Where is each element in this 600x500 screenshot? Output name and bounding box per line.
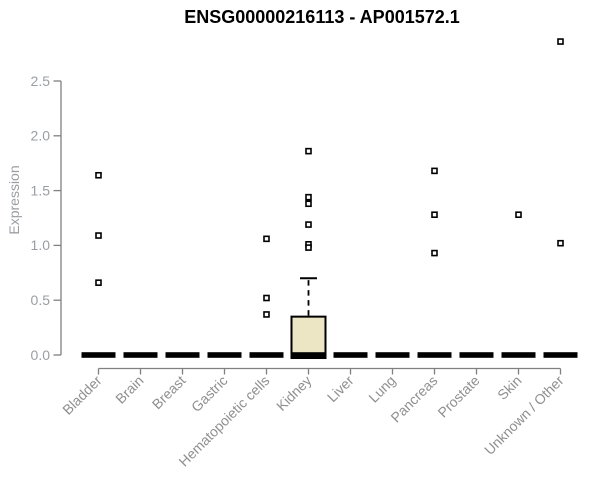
median-bar (165, 352, 200, 358)
median-bar (459, 352, 494, 358)
chart-title: ENSG00000216113 - AP001572.1 (184, 7, 460, 27)
outlier-point (305, 193, 312, 201)
y-tick-label: 0.0 (31, 347, 51, 363)
outlier-point (431, 249, 438, 257)
outlier-point (263, 235, 270, 243)
median-bar (249, 352, 284, 358)
outlier-point (305, 147, 312, 155)
x-category-label: Lung (365, 372, 398, 405)
x-category-label: Pancreas (387, 372, 440, 425)
median-bar (291, 352, 326, 358)
x-category-label: Unknown / Other (481, 372, 567, 458)
median-bar (501, 352, 536, 358)
y-tick-label: 2.0 (31, 128, 51, 144)
outlier-point (557, 38, 564, 45)
outlier-point (515, 211, 522, 219)
outlier-point (557, 239, 564, 247)
box-iqr (290, 315, 327, 360)
x-category-label: Bladder (59, 372, 105, 418)
median-bar (207, 352, 242, 358)
median-bar (333, 352, 368, 358)
outlier-point (95, 171, 102, 179)
x-category-label: Prostate (434, 372, 482, 420)
median-bar (375, 352, 410, 358)
outlier-point (263, 294, 270, 302)
y-tick-label: 1.0 (31, 237, 51, 253)
y-tick-label: 1.5 (31, 182, 51, 198)
outlier-point (305, 221, 312, 228)
median-bar (123, 352, 158, 358)
outlier-point (431, 211, 438, 219)
outlier-point-layer (95, 38, 564, 318)
x-category-label: Kidney (273, 372, 315, 414)
outlier-point (305, 244, 312, 251)
outlier-point (263, 311, 270, 318)
outlier-point (431, 167, 438, 175)
outlier-point (95, 279, 102, 286)
x-category-label: Brain (112, 372, 146, 406)
y-tick-label: 0.5 (31, 292, 51, 308)
median-bar (543, 352, 578, 358)
median-bar (81, 352, 116, 358)
x-category-label: Breast (149, 372, 189, 412)
median-bar (417, 352, 452, 358)
x-category-label: Skin (494, 372, 525, 403)
x-category-label: Liver (324, 372, 357, 405)
y-axis-title: Expression (6, 165, 22, 234)
y-tick-label: 2.5 (31, 73, 51, 89)
outlier-point (305, 200, 312, 208)
outlier-point (95, 232, 102, 239)
box-layer (81, 277, 578, 360)
